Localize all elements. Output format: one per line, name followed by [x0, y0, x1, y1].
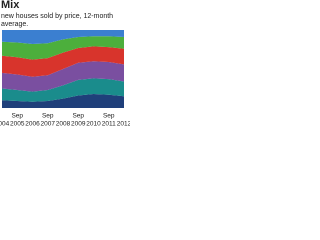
area: [2, 93, 124, 108]
area: [2, 61, 124, 92]
x-tick-label: 2012: [117, 121, 130, 128]
x-month-label: Sep: [103, 113, 115, 120]
x-month-label: Sep: [42, 113, 54, 120]
chart-title: Mix: [1, 0, 20, 11]
area: [2, 30, 124, 45]
x-tick-label: 2008: [56, 121, 71, 128]
chart-subtitle: new houses sold by price, 12-month: [1, 13, 113, 20]
x-month-label: Sep: [11, 113, 23, 120]
x-tick-label: 2005: [10, 121, 25, 128]
area: [2, 36, 124, 60]
x-tick-label: 2004: [0, 121, 10, 128]
area: [2, 46, 124, 77]
x-tick-label: 2006: [25, 121, 40, 128]
x-tick-label: 2010: [86, 121, 101, 128]
x-month-label: Sep: [72, 113, 84, 120]
x-tick-label: 2009: [71, 121, 86, 128]
area: [2, 78, 124, 102]
chart: Mix new houses sold by price, 12-month a…: [0, 0, 132, 128]
chart-subtitle: average.: [1, 21, 28, 28]
x-tick-label: 2007: [41, 121, 56, 128]
x-tick-label: 2011: [102, 121, 116, 128]
